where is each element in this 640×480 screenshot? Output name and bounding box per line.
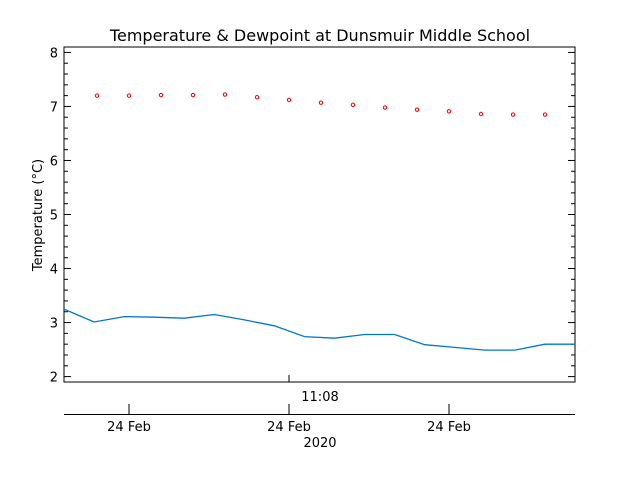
- date-tick-label: 24 Feb: [107, 420, 151, 435]
- dewpoint-point: [510, 112, 516, 117]
- dewpoint-point: [286, 97, 292, 103]
- y-tick-label: 7: [50, 100, 58, 115]
- date-tick-label: 24 Feb: [267, 420, 311, 435]
- dewpoint-point: [254, 95, 260, 100]
- dewpoint-point: [158, 92, 164, 98]
- y-axis-label: Temperature (°C): [31, 159, 46, 272]
- time-label: 11:08: [301, 390, 338, 405]
- dewpoint-point: [222, 92, 228, 97]
- dewpoint-point: [94, 93, 100, 98]
- dewpoint-point: [382, 105, 388, 110]
- dewpoint-point: [350, 102, 356, 108]
- dewpoint-point: [542, 112, 548, 117]
- plot-frame: [63, 46, 576, 383]
- year-label: 2020: [303, 436, 336, 451]
- dewpoint-point: [446, 109, 452, 114]
- y-tick-label: 3: [50, 317, 58, 332]
- dewpoint-point: [190, 92, 196, 98]
- y-axis: 2 3 4 5 6 7 8: [50, 46, 575, 386]
- date-axis: 24 Feb 24 Feb 24 Feb: [107, 404, 471, 435]
- dewpoint-point: [126, 93, 132, 98]
- date-tick-label: 24 Feb: [427, 420, 471, 435]
- series-layer: [63, 92, 575, 351]
- temperature-line: [63, 308, 575, 351]
- dewpoint-point: [414, 107, 420, 112]
- y-tick-label: 2: [50, 371, 58, 386]
- dewpoint-point: [478, 111, 484, 117]
- dewpoint-point: [318, 100, 324, 105]
- chart-title: Temperature & Dewpoint at Dunsmuir Middl…: [109, 26, 530, 45]
- y-tick-label: 4: [50, 263, 58, 278]
- y-tick-label: 6: [50, 154, 58, 169]
- y-tick-label: 5: [50, 209, 58, 224]
- y-tick-label: 8: [50, 46, 58, 61]
